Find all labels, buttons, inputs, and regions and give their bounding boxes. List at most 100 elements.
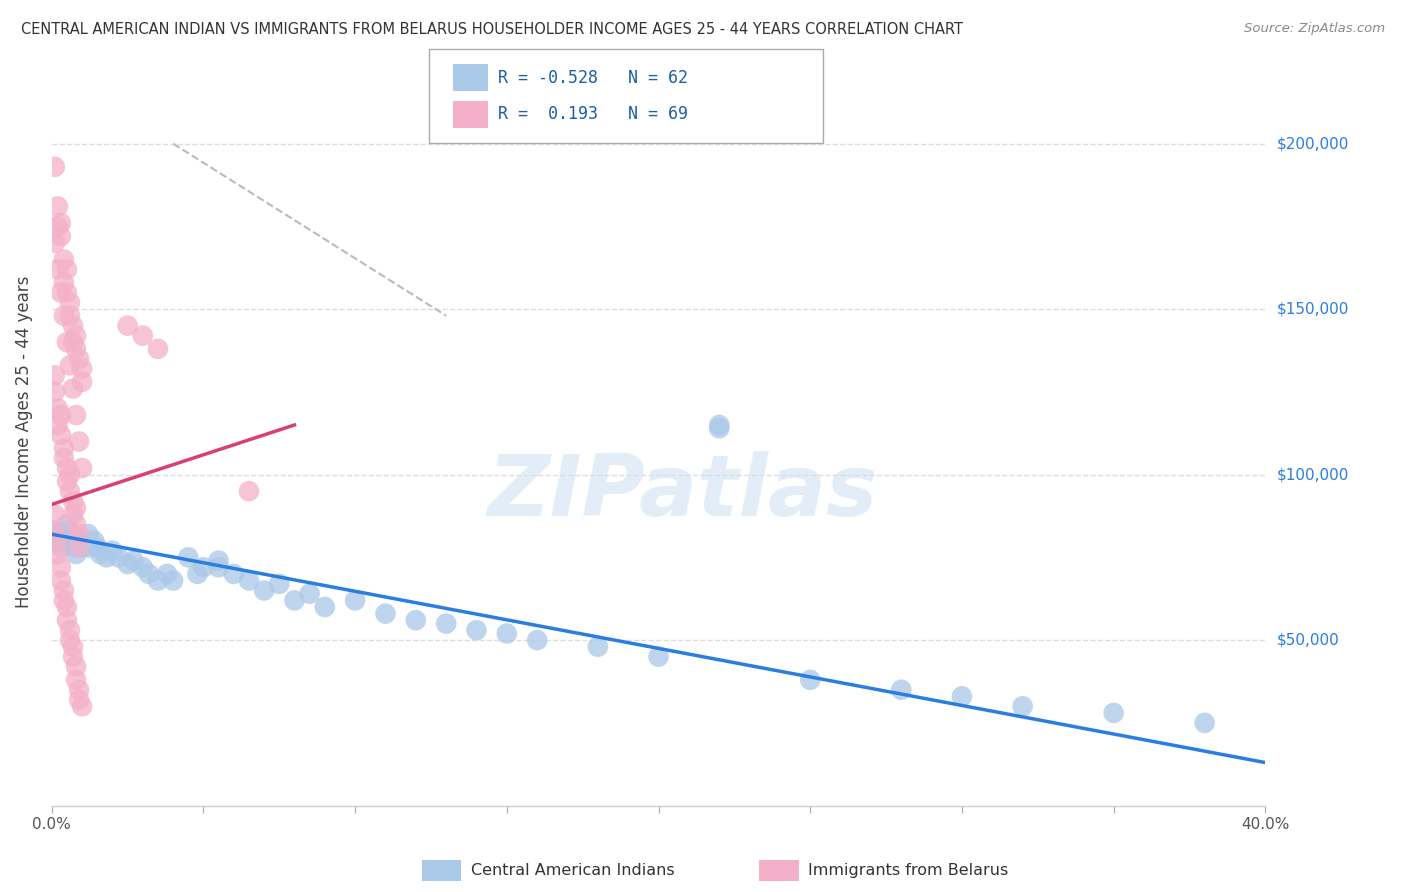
Point [70, 461, 93, 475]
Point [56, 613, 79, 627]
Point [52, 527, 75, 541]
Point [44, 508, 66, 522]
Y-axis label: Householder Income Ages 25 - 44 years: Householder Income Ages 25 - 44 years [15, 276, 32, 607]
Point [465, 623, 488, 637]
Point [44, 235, 66, 250]
Point [65, 541, 87, 555]
Point [1194, 715, 1216, 730]
Point [1102, 706, 1125, 720]
Point [374, 607, 396, 621]
Point [59, 467, 82, 482]
Point [67, 434, 90, 449]
Point [56, 600, 79, 615]
Point [59, 309, 82, 323]
Point [586, 640, 609, 654]
Point [62, 533, 84, 548]
Point [177, 550, 200, 565]
Point [52, 583, 75, 598]
Point [46, 533, 69, 548]
Point [52, 309, 75, 323]
Point [46, 533, 69, 548]
Text: R =  0.193   N = 69: R = 0.193 N = 69 [498, 105, 688, 123]
Point [65, 517, 87, 532]
Point [56, 262, 79, 277]
Text: Immigrants from Belarus: Immigrants from Belarus [808, 863, 1008, 878]
Point [49, 560, 72, 574]
Point [138, 566, 160, 581]
Point [709, 417, 731, 432]
Point [46, 200, 69, 214]
Point [49, 428, 72, 442]
Point [193, 560, 215, 574]
Point [67, 351, 90, 366]
Point [44, 524, 66, 538]
Point [62, 649, 84, 664]
Point [62, 508, 84, 522]
Point [117, 318, 139, 333]
Point [344, 593, 367, 607]
Point [49, 216, 72, 230]
Point [77, 541, 100, 555]
Point [89, 547, 111, 561]
Point [207, 554, 229, 568]
Point [132, 328, 155, 343]
Point [56, 475, 79, 489]
Point [49, 285, 72, 300]
Point [495, 626, 517, 640]
Point [49, 541, 72, 555]
Point [46, 547, 69, 561]
Point [70, 533, 93, 548]
Point [269, 577, 291, 591]
Point [647, 649, 669, 664]
Point [298, 587, 321, 601]
Point [101, 543, 124, 558]
Point [44, 368, 66, 383]
Point [162, 574, 184, 588]
Point [65, 342, 87, 356]
Point [62, 318, 84, 333]
Point [52, 441, 75, 455]
Point [49, 408, 72, 422]
Text: Central American Indians: Central American Indians [471, 863, 675, 878]
Point [207, 560, 229, 574]
Point [44, 384, 66, 399]
Point [52, 451, 75, 466]
Point [59, 633, 82, 648]
Point [62, 527, 84, 541]
Point [77, 527, 100, 541]
Point [62, 382, 84, 396]
Point [238, 574, 260, 588]
Point [67, 541, 90, 555]
Point [44, 160, 66, 174]
Point [46, 262, 69, 277]
Point [122, 554, 145, 568]
Point [70, 541, 93, 555]
Point [156, 566, 179, 581]
Point [86, 541, 108, 555]
Point [46, 527, 69, 541]
Point [59, 484, 82, 499]
Point [59, 359, 82, 373]
Point [56, 524, 79, 538]
Point [67, 527, 90, 541]
Point [59, 623, 82, 637]
Text: $200,000: $200,000 [1277, 136, 1348, 151]
Point [186, 566, 208, 581]
Point [146, 574, 169, 588]
Point [52, 252, 75, 267]
Point [146, 342, 169, 356]
Point [132, 560, 155, 574]
Point [56, 461, 79, 475]
Text: $150,000: $150,000 [1277, 301, 1348, 317]
Text: R = -0.528   N = 62: R = -0.528 N = 62 [498, 69, 688, 87]
Point [950, 690, 973, 704]
Point [65, 673, 87, 687]
Point [46, 417, 69, 432]
Text: Source: ZipAtlas.com: Source: ZipAtlas.com [1244, 22, 1385, 36]
Point [46, 401, 69, 416]
Point [526, 633, 548, 648]
Point [70, 361, 93, 376]
Point [65, 408, 87, 422]
Text: $100,000: $100,000 [1277, 467, 1348, 482]
Point [67, 682, 90, 697]
